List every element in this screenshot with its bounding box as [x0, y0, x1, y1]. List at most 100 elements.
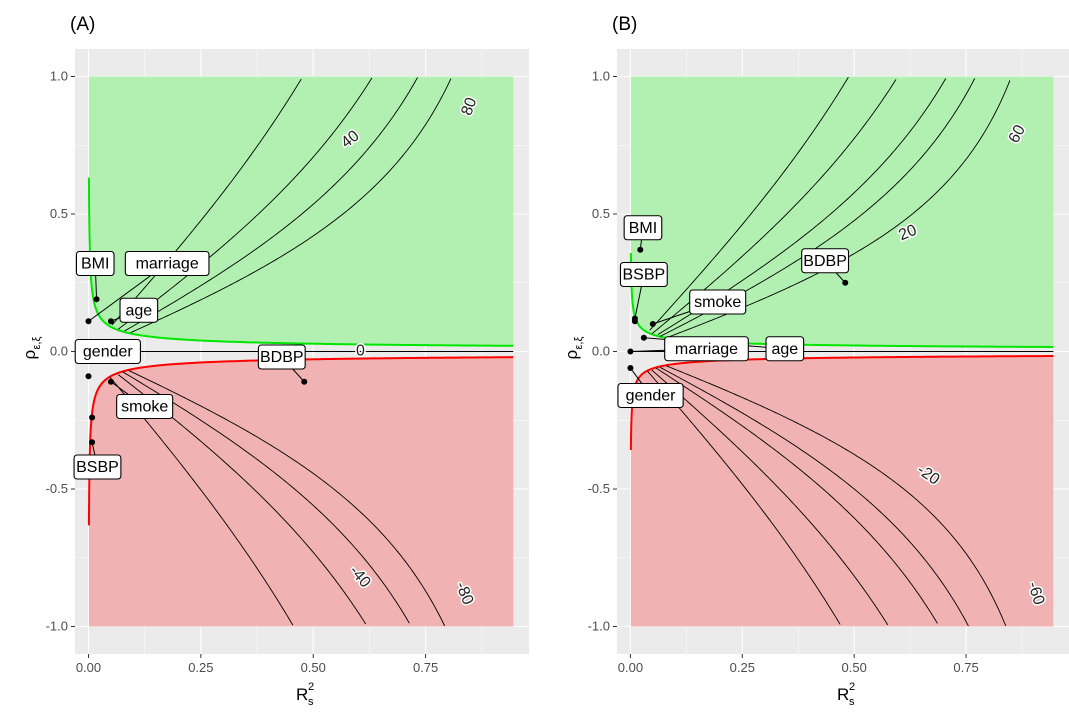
y-axis-title: ρε,ξ	[562, 337, 585, 360]
point-label-box	[73, 454, 122, 480]
point-labels: BMI BDBP BSBP smoke marriage age gender	[617, 215, 850, 409]
y-axis-title-main: ρ	[20, 350, 39, 360]
positive-boundary-line	[87, 177, 514, 347]
contour-line	[117, 77, 373, 330]
y-tick-label: 1.0	[592, 69, 610, 84]
y-tick-label: 0.5	[592, 206, 610, 221]
y-tick-label: 0.5	[50, 206, 68, 221]
point-label: age	[125, 302, 152, 319]
data-point	[631, 318, 638, 325]
contour-line	[659, 366, 969, 627]
point-label: smoke	[694, 294, 741, 311]
axes: 0.00 0.25 0.50 0.75 -1.0 -0.5 0.0 0.5 1.0	[46, 69, 439, 676]
data-point	[93, 296, 100, 303]
contour-line	[111, 78, 302, 326]
x-tick-label: 0.00	[618, 660, 643, 675]
point-label-box	[689, 289, 747, 315]
panel-tag: (B)	[612, 14, 637, 35]
positive-bias-region	[88, 76, 514, 346]
point-label-box	[74, 338, 141, 365]
point-label: BMI	[81, 256, 109, 273]
point-label: gender	[83, 344, 133, 361]
y-axis-title-sub: ε,ξ	[573, 337, 585, 350]
x-tick-label: 0.00	[76, 660, 101, 675]
point-label-box	[664, 336, 749, 362]
y-tick-label: 0.0	[50, 344, 68, 359]
point-label-box	[75, 250, 115, 277]
x-axis-title: R 2 s	[837, 681, 855, 708]
data-point	[85, 373, 92, 380]
point-label: BMI	[629, 220, 657, 237]
x-axis-title-sub: s	[849, 696, 855, 708]
data-point	[842, 279, 849, 286]
panel-tag: (A)	[70, 14, 95, 35]
x-axis-title-sup: 2	[849, 681, 855, 693]
x-tick-label: 0.25	[188, 660, 213, 675]
x-tick-label: 0.25	[730, 660, 755, 675]
point-label-box	[124, 250, 210, 277]
y-axis-title-main: ρ	[562, 350, 581, 360]
contour-line	[128, 370, 446, 627]
x-tick-label: 0.75	[413, 660, 438, 675]
x-axis-title: R 2 s	[296, 681, 314, 708]
y-tick-label: -0.5	[588, 481, 610, 496]
contour-label: 0	[356, 343, 365, 360]
x-axis-title-sub: s	[308, 696, 314, 708]
data-point	[89, 414, 96, 421]
y-axis-title-sub: ε,ξ	[31, 337, 43, 350]
point-label: marriage	[675, 341, 738, 358]
point-label-box	[619, 261, 668, 288]
y-tick-label: -1.0	[46, 619, 68, 634]
contour-line	[655, 367, 938, 624]
contour-line	[666, 365, 1007, 627]
point-label-box	[119, 297, 159, 323]
y-axis-title: ρε,ξ	[20, 337, 43, 360]
data-point	[627, 348, 634, 355]
data-point	[301, 378, 308, 385]
point-label: smoke	[121, 399, 168, 416]
x-tick-label: 0.75	[953, 660, 978, 675]
x-tick-label: 0.50	[842, 660, 867, 675]
point-label-box	[765, 336, 805, 362]
point-label-box	[257, 344, 306, 370]
y-tick-label: -1.0	[588, 619, 610, 634]
point-label: gender	[626, 388, 676, 405]
contour-line	[124, 77, 419, 332]
data-point	[89, 439, 96, 446]
x-tick-label: 0.50	[301, 660, 326, 675]
x-axis-title-main: R	[837, 685, 849, 704]
data-point	[640, 334, 647, 341]
point-label: BSBP	[76, 459, 119, 476]
data-point	[649, 321, 656, 327]
data-point	[107, 318, 114, 325]
contour-line	[130, 78, 452, 334]
point-labels: BMI marriage age gender BDBP smoke BSBP	[73, 250, 308, 480]
negative-boundary-line	[87, 356, 514, 526]
point-label-box	[116, 393, 174, 420]
point-label: BDBP	[260, 349, 304, 366]
negative-bias-region	[88, 357, 514, 627]
point-label: BDBP	[803, 253, 847, 270]
data-point	[627, 365, 634, 371]
point-label-box	[801, 248, 850, 274]
contour-line	[651, 369, 889, 626]
positive-bias-region	[630, 76, 1054, 347]
x-axis-title-sup: 2	[308, 681, 314, 693]
point-label-box	[617, 382, 684, 409]
point-label-box	[623, 215, 663, 241]
axes: 0.00 0.25 0.50 0.75 -1.0 -0.5 0.0 0.5 1.0	[588, 69, 979, 676]
y-tick-label: 1.0	[50, 69, 68, 84]
point-label: BSBP	[623, 267, 666, 284]
data-point	[85, 318, 92, 325]
point-label: age	[771, 341, 798, 358]
y-tick-label: -0.5	[46, 481, 68, 496]
data-point	[637, 246, 644, 253]
negative-bias-region	[630, 356, 1054, 627]
x-axis-title-main: R	[296, 685, 308, 704]
contour-line	[647, 371, 841, 625]
y-tick-label: 0.0	[592, 344, 610, 359]
point-label: marriage	[136, 256, 199, 273]
